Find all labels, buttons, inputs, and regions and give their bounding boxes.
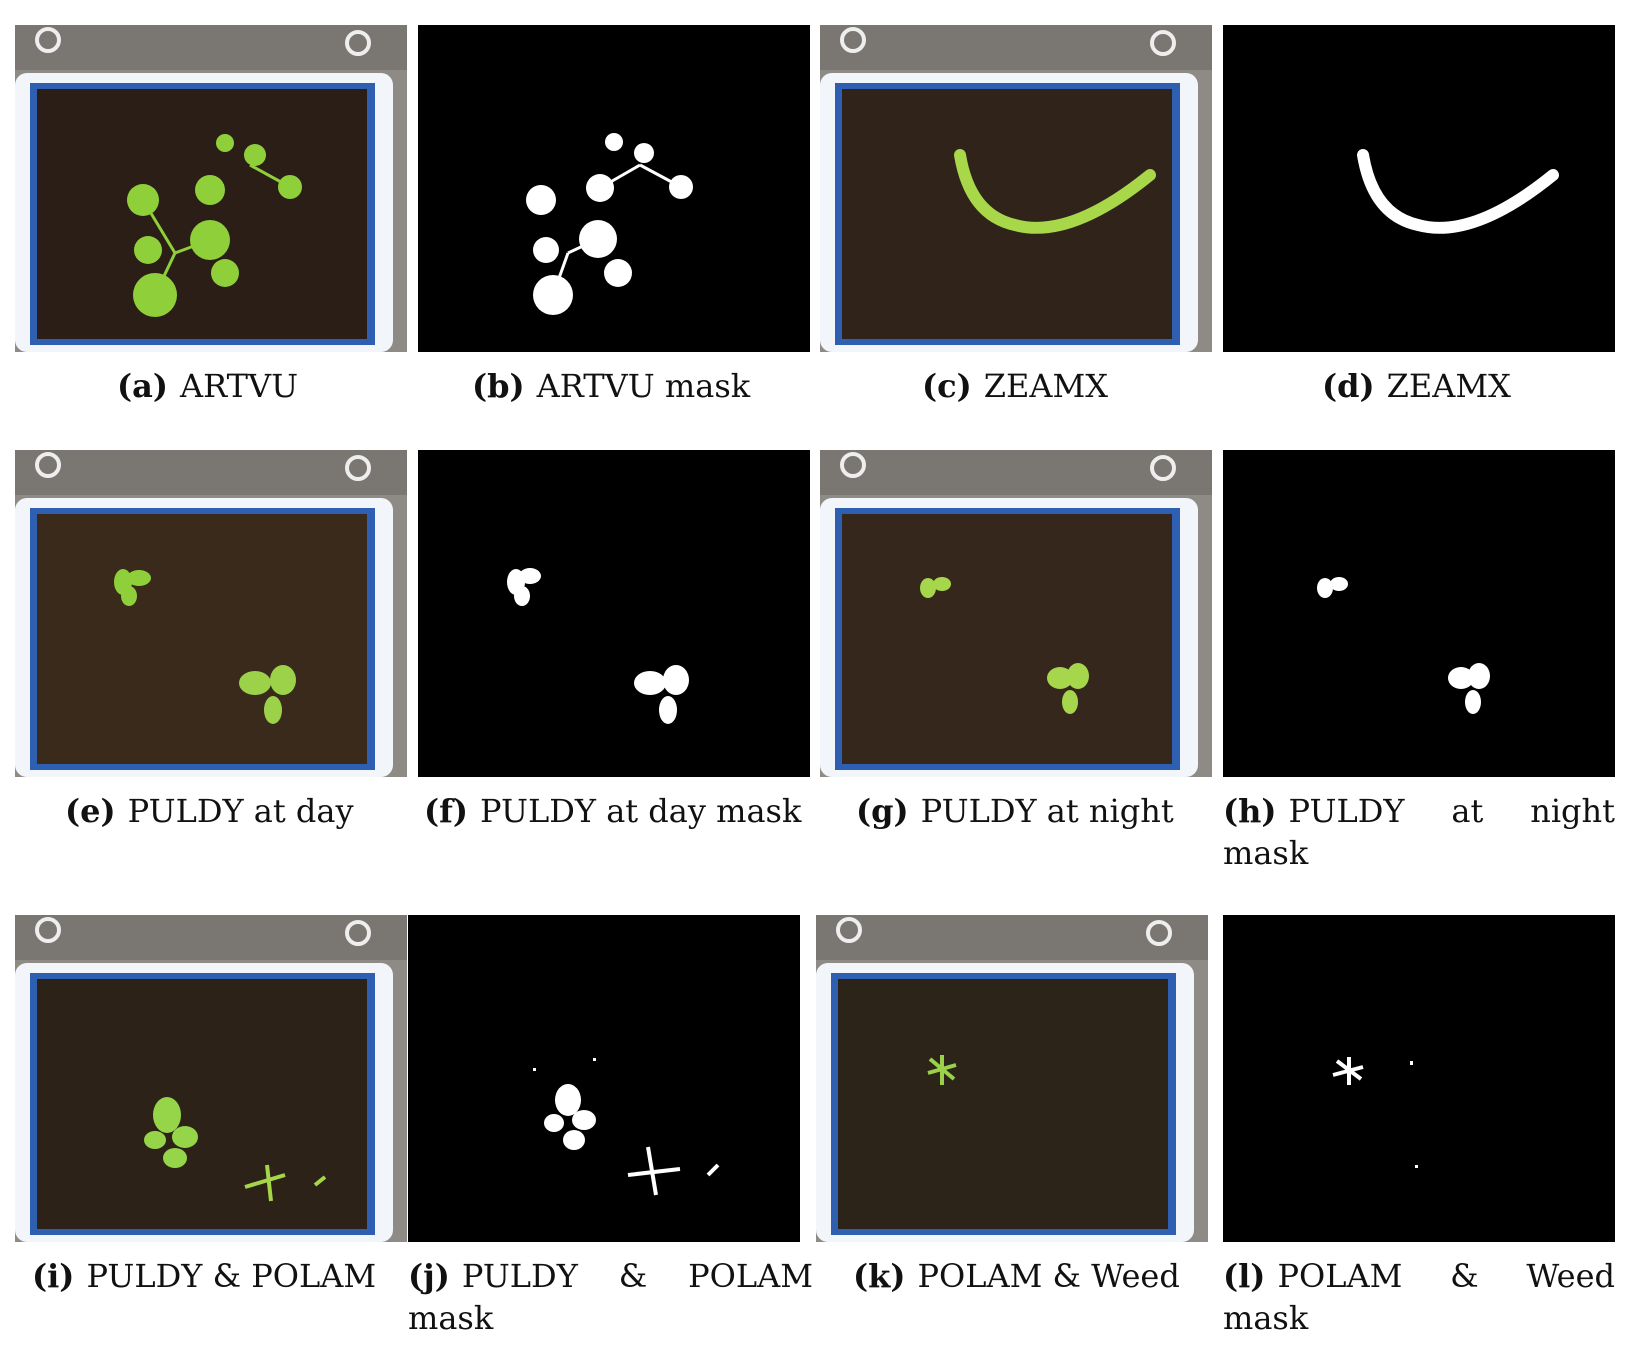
artvu-mask — [418, 25, 810, 352]
panel-k-image — [816, 915, 1208, 1242]
panel-j-image — [408, 915, 800, 1242]
caption-h: (h) PULDY at night mask — [1223, 792, 1615, 872]
polam-weed-mask — [1223, 915, 1615, 1242]
panel-f-image — [418, 450, 810, 777]
puldy-polam-mask — [408, 915, 800, 1242]
caption-c: (c) ZEAMX — [922, 367, 1109, 405]
caption-j: (j) PULDY & POLAM mask — [408, 1257, 813, 1337]
panel-l-image — [1223, 915, 1615, 1242]
panel-d-image — [1223, 25, 1615, 352]
artvu-photo — [15, 25, 407, 352]
panel-h-image — [1223, 450, 1615, 777]
panel-i-image — [15, 915, 407, 1242]
caption-a: (a) ARTVU — [117, 367, 299, 405]
caption-l: (l) POLAM & Weed mask — [1223, 1257, 1615, 1337]
caption-k: (k) POLAM & Weed — [853, 1257, 1180, 1295]
caption-g: (g) PULDY at night — [856, 792, 1174, 830]
caption-d: (d) ZEAMX — [1322, 367, 1511, 405]
puldy-day-mask — [418, 450, 810, 777]
puldy-night-photo — [820, 450, 1212, 777]
panel-b-image — [418, 25, 810, 352]
polam-weed-photo — [816, 915, 1208, 1242]
caption-f: (f) PULDY at day mask — [424, 792, 802, 830]
panel-e-image — [15, 450, 407, 777]
caption-i: (i) PULDY & POLAM — [32, 1257, 377, 1295]
panel-c-image — [820, 25, 1212, 352]
puldy-day-photo — [15, 450, 407, 777]
puldy-polam-photo — [15, 915, 407, 1242]
zeamx-photo — [820, 25, 1212, 352]
zeamx-mask — [1223, 25, 1615, 352]
puldy-night-mask — [1223, 450, 1615, 777]
caption-e: (e) PULDY at day — [65, 792, 354, 830]
caption-b: (b) ARTVU mask — [472, 367, 751, 405]
panel-a-image — [15, 25, 407, 352]
panel-g-image — [820, 450, 1212, 777]
